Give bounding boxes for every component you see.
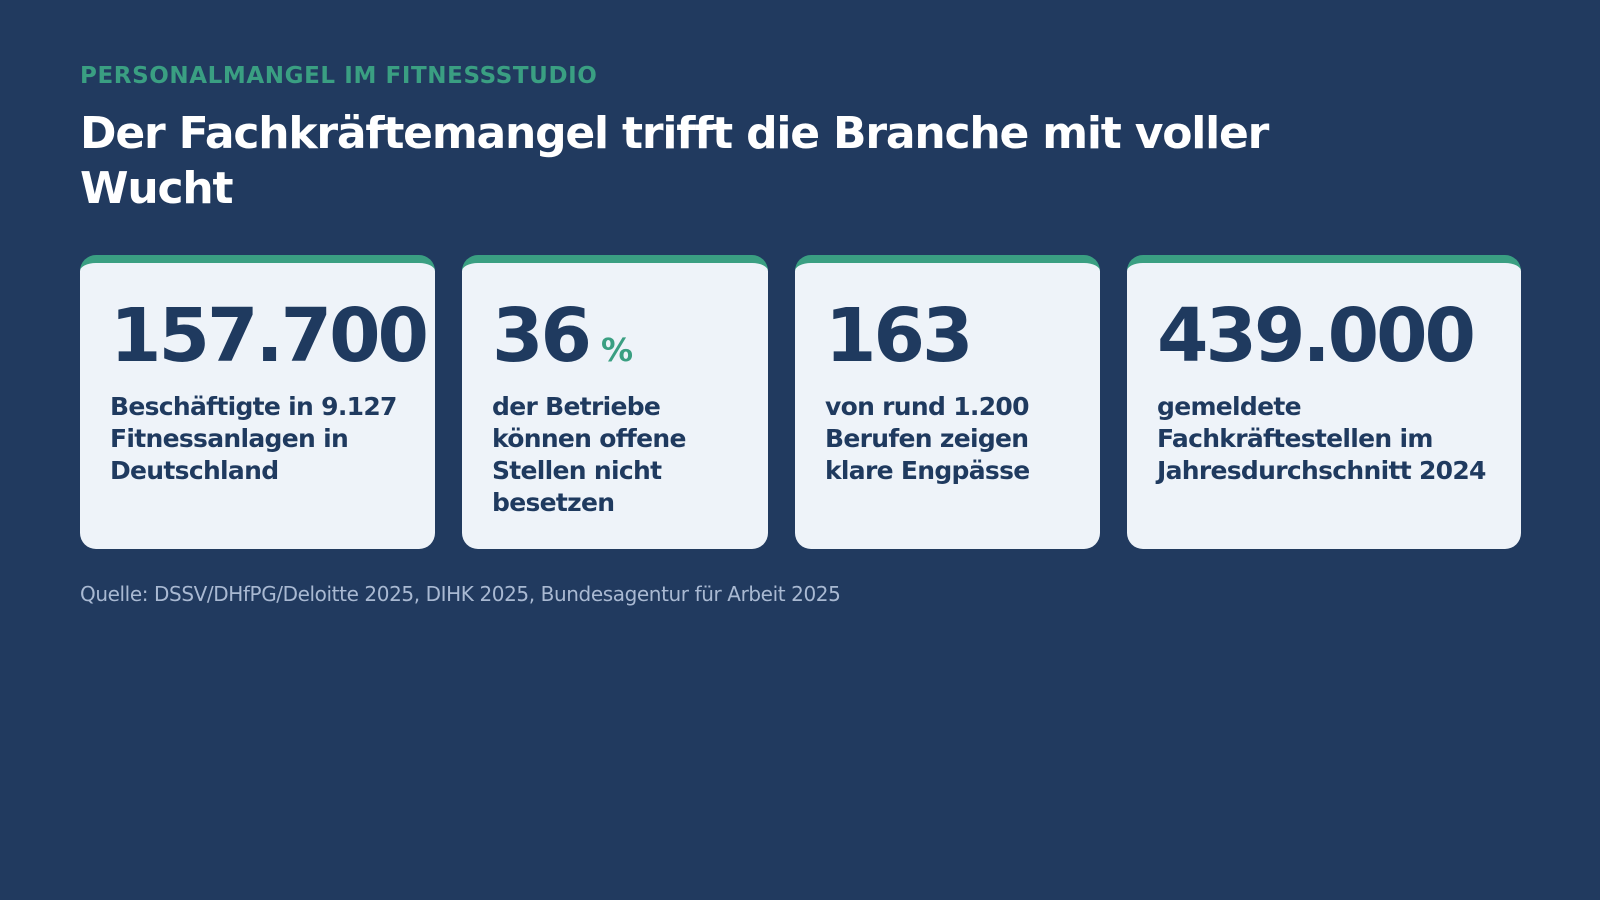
stat-card-professions: 163 von rund 1.200 Berufen zeigen klare … <box>795 255 1100 549</box>
eyebrow-label: PERSONALMANGEL IM FITNESSSTUDIO <box>80 63 598 89</box>
stat-card-companies: 36 % der Betriebe können offene Stellen … <box>462 255 768 549</box>
stat-description: der Betriebe können offene Stellen nicht… <box>492 392 686 517</box>
stat-value: 36 <box>492 293 592 379</box>
source-note: Quelle: DSSV/DHfPG/Deloitte 2025, DIHK 2… <box>80 582 841 606</box>
stat-value-row: 157.700 <box>110 293 429 379</box>
stat-card-employees: 157.700 Beschäftigte in 9.127 Fitnessanl… <box>80 255 435 549</box>
stat-description: von rund 1.200 Berufen zeigen klare Engp… <box>825 392 1030 485</box>
stat-value: 439.000 <box>1157 293 1476 379</box>
stat-value: 157.700 <box>110 293 429 379</box>
stat-value-row: 36 % <box>492 293 748 379</box>
stat-value-row: 439.000 <box>1157 293 1501 379</box>
slide-title: Der Fachkräftemangel trifft die Branche … <box>80 108 1269 214</box>
stat-value: 163 <box>825 293 973 379</box>
stat-description: Beschäftigte in 9.127 Fitnessanlagen in … <box>110 392 397 485</box>
stat-description: gemeldete Fachkräftestellen im Jahresdur… <box>1157 392 1486 485</box>
stat-unit: % <box>600 331 634 369</box>
stat-card-vacancies: 439.000 gemeldete Fachkräftestellen im J… <box>1127 255 1521 549</box>
stat-value-row: 163 <box>825 293 1080 379</box>
